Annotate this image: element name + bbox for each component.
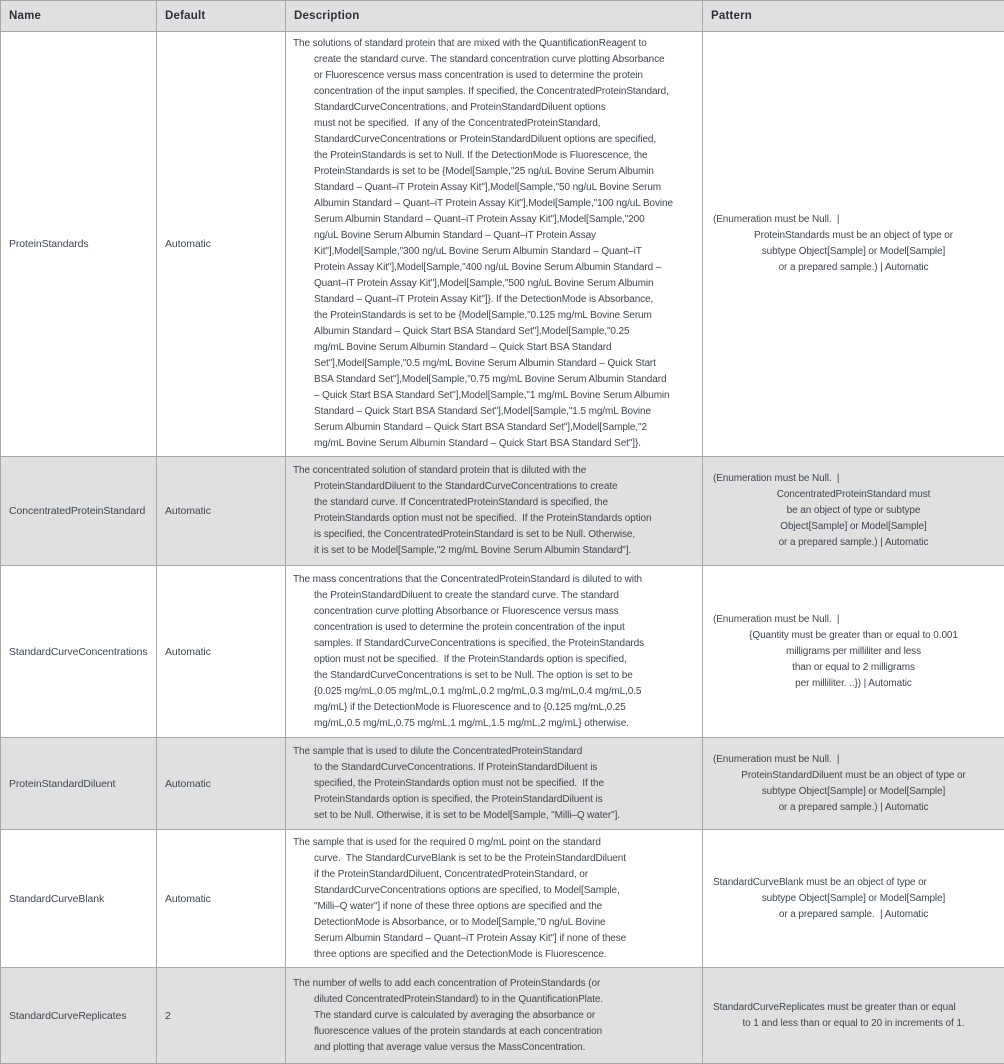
- cell-description: The sample that is used to dilute the Co…: [285, 737, 703, 830]
- column-header-name: Name: [0, 0, 157, 32]
- cell-name: ConcentratedProteinStandard: [0, 456, 157, 566]
- header-row: Name Default Description Pattern: [0, 0, 1004, 32]
- cell-description: The solutions of standard protein that a…: [285, 31, 703, 457]
- description-text: The sample that is used to dilute the Co…: [293, 745, 620, 821]
- cell-pattern: (Enumeration must be Null. | ProteinStan…: [702, 737, 1004, 830]
- pattern-text-first-line: (Enumeration must be Null. |: [713, 473, 840, 484]
- pattern-text-wrapped-lines: {Quantity must be greater than or equal …: [749, 629, 958, 689]
- pattern-text-first-line: (Enumeration must be Null. |: [713, 753, 840, 765]
- cell-name: ProteinStandards: [0, 31, 157, 457]
- pattern-text-first-line: (Enumeration must be Null. |: [713, 613, 840, 625]
- description-text: The number of wells to add each concentr…: [293, 977, 604, 1053]
- cell-description: The number of wells to add each concentr…: [285, 967, 703, 1064]
- pattern-text-wrapped-lines: ProteinStandards must be an object of ty…: [754, 230, 953, 273]
- cell-pattern: StandardCurveReplicates must be greater …: [702, 967, 1004, 1064]
- cell-default: Automatic: [156, 565, 286, 738]
- table-row-standardcurvereplicates: StandardCurveReplicates 2 The number of …: [0, 967, 1004, 1064]
- pattern-text-wrapped-lines: ConcentratedProteinStandard must be an o…: [776, 489, 931, 548]
- cell-pattern: (Enumeration must be Null. | {Quantity m…: [702, 565, 1004, 738]
- table-row-proteinstandarddiluent: ProteinStandardDiluent Automatic The sam…: [0, 737, 1004, 830]
- table-row-standardcurveconcentrations: StandardCurveConcentrations Automatic Th…: [0, 565, 1004, 738]
- cell-description: The mass concentrations that the Concent…: [285, 565, 703, 738]
- table-row-standardcurveblank: StandardCurveBlank Automatic The sample …: [0, 829, 1004, 968]
- cell-default: Automatic: [156, 737, 286, 830]
- description-text: The sample that is used for the required…: [293, 836, 627, 960]
- pattern-text-wrapped-lines: to 1 and less than or equal to 20 in inc…: [742, 1017, 965, 1029]
- cell-description: The concentrated solution of standard pr…: [285, 456, 703, 566]
- cell-description: The sample that is used for the required…: [285, 829, 703, 968]
- pattern-text-first-line: (Enumeration must be Null. |: [713, 214, 840, 225]
- description-text: The mass concentrations that the Concent…: [293, 573, 645, 729]
- column-header-description: Description: [285, 0, 703, 32]
- cell-name: StandardCurveBlank: [0, 829, 157, 968]
- cell-pattern: (Enumeration must be Null. | ProteinStan…: [702, 31, 1004, 457]
- cell-default: Automatic: [156, 829, 286, 968]
- cell-name: StandardCurveReplicates: [0, 967, 157, 1064]
- cell-default: 2: [156, 967, 286, 1064]
- cell-pattern: StandardCurveBlank must be an object of …: [702, 829, 1004, 968]
- pattern-text-first-line: StandardCurveBlank must be an object of …: [713, 876, 927, 888]
- cell-default: Automatic: [156, 456, 286, 566]
- description-text: The solutions of standard protein that a…: [293, 38, 673, 449]
- table-row-concentratedproteinstandard: ConcentratedProteinStandard Automatic Th…: [0, 456, 1004, 566]
- pattern-text-wrapped-lines: subtype Object[Sample] or Model[Sample] …: [761, 892, 946, 920]
- column-header-default: Default: [156, 0, 286, 32]
- cell-default: Automatic: [156, 31, 286, 457]
- column-header-pattern: Pattern: [702, 0, 1004, 32]
- cell-name: StandardCurveConcentrations: [0, 565, 157, 738]
- pattern-text-first-line: StandardCurveReplicates must be greater …: [713, 1001, 956, 1013]
- cell-pattern: (Enumeration must be Null. | Concentrate…: [702, 456, 1004, 566]
- table-row-proteinstandards: ProteinStandards Automatic The solutions…: [0, 31, 1004, 457]
- description-text: The concentrated solution of standard pr…: [293, 465, 652, 556]
- pattern-text-wrapped-lines: ProteinStandardDiluent must be an object…: [741, 769, 966, 813]
- cell-name: ProteinStandardDiluent: [0, 737, 157, 830]
